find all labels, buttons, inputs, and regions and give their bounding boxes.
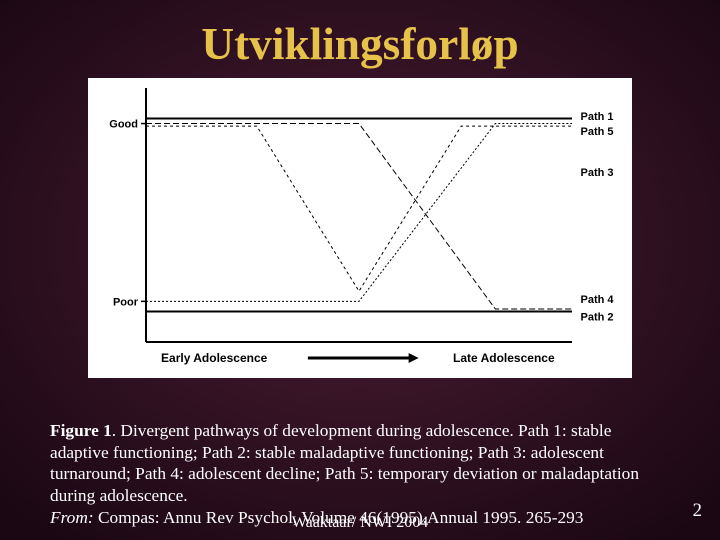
svg-text:Path 3: Path 3 bbox=[581, 167, 614, 179]
svg-text:Late Adolescence: Late Adolescence bbox=[453, 351, 555, 365]
svg-text:Good: Good bbox=[109, 119, 138, 131]
svg-text:Path 4: Path 4 bbox=[581, 294, 615, 306]
slide: Utviklingsforløp Good Poor Path 1 Path 5 Pat… bbox=[0, 0, 720, 540]
figure-caption: Figure 1. Divergent pathways of developm… bbox=[50, 420, 670, 528]
figure-label: Figure 1 bbox=[50, 421, 112, 440]
svg-text:Path 1: Path 1 bbox=[581, 111, 614, 123]
series-path-5 bbox=[146, 126, 572, 291]
svg-text:Path 5: Path 5 bbox=[581, 126, 614, 138]
chart-container: Good Poor Path 1 Path 5 Path 3 Path 4 Path 2 Ea… bbox=[88, 78, 632, 378]
svg-text:Path 2: Path 2 bbox=[581, 312, 614, 324]
figure-caption-text: . Divergent pathways of development duri… bbox=[50, 421, 639, 505]
svg-text:Poor: Poor bbox=[113, 296, 139, 308]
paths-chart: Good Poor Path 1 Path 5 Path 3 Path 4 Path 2 Ea… bbox=[88, 78, 632, 378]
page-number: 2 bbox=[693, 500, 702, 522]
series-path-3 bbox=[146, 124, 572, 302]
slide-footer: Waaktaar/ NWI 2004 bbox=[0, 514, 720, 532]
svg-text:Early Adolescence: Early Adolescence bbox=[161, 351, 268, 365]
slide-title: Utviklingsforløp bbox=[0, 18, 720, 70]
series-path-4 bbox=[146, 124, 572, 309]
